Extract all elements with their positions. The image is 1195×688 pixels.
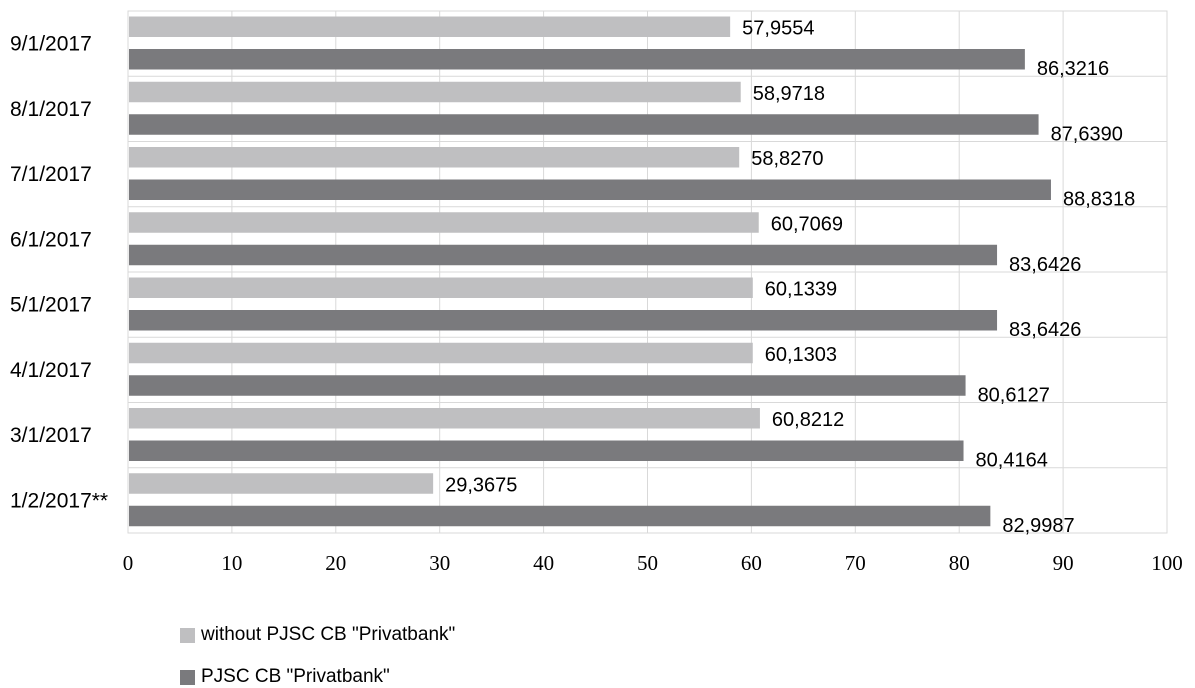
- legend-swatch-light: [180, 627, 195, 643]
- bar-without-privatbank: [129, 408, 760, 429]
- bar-privatbank: [129, 310, 998, 331]
- data-label-privatbank: 83,6426: [1009, 319, 1081, 341]
- data-label-privatbank: 87,6390: [1051, 123, 1123, 145]
- legend-swatch-dark: [180, 669, 195, 685]
- bar-privatbank: [129, 114, 1039, 135]
- data-label-without-privatbank: 57,9554: [742, 18, 814, 40]
- category-label: 4/1/2017: [10, 359, 92, 382]
- data-label-privatbank: 88,8318: [1063, 189, 1135, 211]
- data-label-privatbank: 80,6127: [978, 384, 1050, 406]
- legend-item-without-privatbank: without PJSC CB "Privatbank": [180, 624, 455, 646]
- bar-privatbank: [129, 440, 964, 461]
- bar-without-privatbank: [129, 473, 434, 494]
- data-label-without-privatbank: 60,1339: [765, 279, 837, 301]
- bar-privatbank: [129, 375, 966, 396]
- bar-without-privatbank: [129, 147, 740, 168]
- bar-privatbank: [129, 244, 998, 266]
- legend-label-without-privatbank: without PJSC CB "Privatbank": [201, 624, 456, 645]
- bar-without-privatbank: [129, 212, 759, 233]
- x-tick-label: 40: [533, 551, 554, 575]
- bar-without-privatbank: [129, 16, 731, 37]
- data-label-without-privatbank: 58,8270: [751, 148, 823, 170]
- category-label: 1/2/2017**: [10, 489, 108, 512]
- x-tick-label: 80: [949, 551, 970, 575]
- x-tick-label: 30: [429, 551, 450, 575]
- x-tick-label: 90: [1053, 551, 1074, 575]
- x-tick-label: 70: [845, 551, 866, 575]
- data-label-privatbank: 80,4164: [976, 450, 1048, 472]
- category-label: 6/1/2017: [10, 228, 92, 251]
- bar-without-privatbank: [129, 277, 753, 298]
- bar-privatbank: [129, 179, 1051, 200]
- data-label-without-privatbank: 60,7069: [771, 213, 843, 235]
- data-label-without-privatbank: 58,9718: [753, 83, 825, 105]
- bar-without-privatbank: [129, 342, 753, 364]
- x-tick-label: 50: [637, 551, 658, 575]
- x-tick-label: 20: [325, 551, 346, 575]
- data-label-without-privatbank: 60,8212: [772, 409, 844, 431]
- data-label-without-privatbank: 60,1303: [765, 344, 837, 366]
- legend-label-privatbank: PJSC CB "Privatbank": [201, 666, 390, 687]
- legend-item-privatbank: PJSC CB "Privatbank": [180, 666, 390, 688]
- bar-without-privatbank: [129, 81, 741, 103]
- x-tick-label: 100: [1151, 551, 1183, 575]
- category-label: 8/1/2017: [10, 98, 92, 121]
- category-label: 7/1/2017: [10, 163, 92, 186]
- x-tick-label: 60: [741, 551, 762, 575]
- category-label: 3/1/2017: [10, 424, 92, 447]
- x-tick-label: 10: [221, 551, 242, 575]
- data-label-privatbank: 86,3216: [1037, 58, 1109, 80]
- bar-privatbank: [129, 49, 1025, 70]
- x-tick-label: 0: [123, 551, 134, 575]
- data-label-privatbank: 83,6426: [1009, 254, 1081, 276]
- data-label-privatbank: 82,9987: [1002, 515, 1074, 537]
- category-label: 5/1/2017: [10, 294, 92, 317]
- category-label: 9/1/2017: [10, 33, 92, 56]
- data-label-without-privatbank: 29,3675: [445, 474, 517, 496]
- bar-privatbank: [129, 505, 991, 527]
